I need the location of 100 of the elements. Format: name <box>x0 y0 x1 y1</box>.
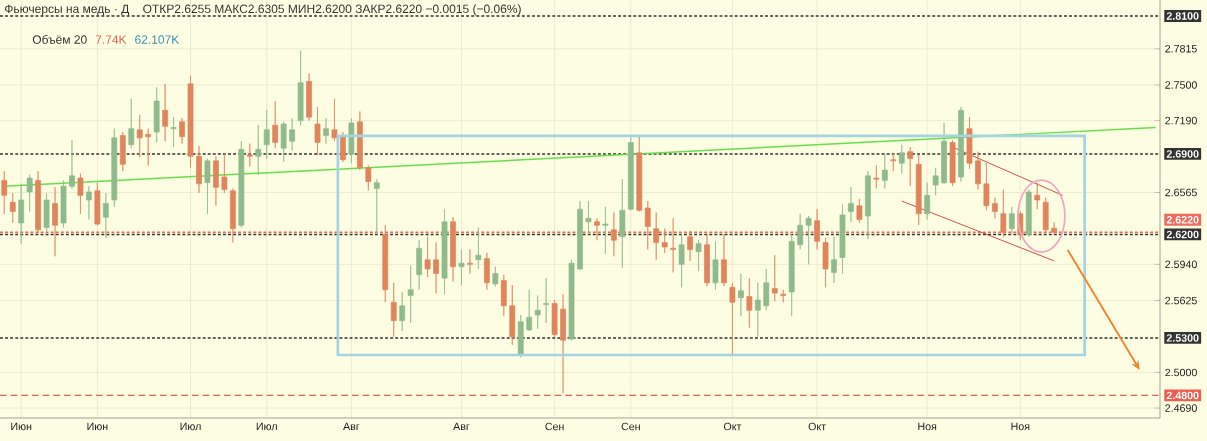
ref-line-label: 2.6220 <box>1166 216 1199 224</box>
y-tick-label: 2.6565 <box>1165 188 1197 197</box>
candlestick <box>560 293 566 394</box>
candlestick <box>881 153 888 189</box>
x-tick-label: Сен <box>545 422 564 431</box>
candlestick <box>932 167 939 196</box>
candlestick <box>577 200 583 271</box>
candlestick <box>788 232 795 317</box>
annotation: Объём 20 <box>32 34 87 44</box>
y-tick-label: 2.4690 <box>1165 404 1197 412</box>
candlestick <box>814 208 820 250</box>
candlestick <box>890 152 897 172</box>
candlestick <box>86 185 92 220</box>
y-tick-label: 2.5000 <box>1165 368 1197 377</box>
candlestick <box>221 153 228 194</box>
candlestick <box>534 295 541 330</box>
candlestick <box>907 146 914 187</box>
candlestick <box>839 204 846 274</box>
candlestick <box>136 114 143 158</box>
candlestick <box>475 227 482 270</box>
candlestick <box>407 265 414 324</box>
ref-line-label: 2.4800 <box>1166 391 1199 400</box>
x-tick-label: Окт <box>723 422 742 431</box>
candlestick <box>382 224 389 303</box>
x-tick-label: Июл <box>180 422 201 431</box>
candlestick <box>1000 189 1007 238</box>
candlestick <box>229 188 236 243</box>
candlestick <box>433 242 439 294</box>
candlestick <box>467 249 473 274</box>
candlestick <box>69 139 75 189</box>
x-tick-label: Июл <box>256 422 277 431</box>
x-tick-label: Июн <box>11 422 32 431</box>
candlestick <box>704 234 710 287</box>
candlestick <box>670 218 677 273</box>
candlestick <box>373 178 380 234</box>
y-tick-label: 2.5940 <box>1165 260 1197 269</box>
y-tick-label: 2.7190 <box>1165 116 1197 125</box>
candlestick <box>949 139 956 187</box>
chart-title: Фьючерсы на медь · Д <box>4 4 130 16</box>
candlestick <box>644 200 651 250</box>
candlestick <box>246 143 253 167</box>
candlestick <box>754 282 761 338</box>
candlestick <box>873 165 880 189</box>
candlestick <box>1 170 8 215</box>
candlestick <box>314 106 321 156</box>
candlestick <box>213 155 219 207</box>
candlestick <box>924 182 931 220</box>
candlestick <box>26 174 33 212</box>
candlestick <box>771 254 778 302</box>
candlestick <box>458 249 465 286</box>
candlestick <box>179 117 185 144</box>
candlestick <box>602 206 609 255</box>
candlestick <box>280 121 287 163</box>
candlestick <box>738 273 744 317</box>
x-tick-label: Сен <box>621 422 640 431</box>
candlestick <box>619 178 626 269</box>
candlestick <box>52 186 58 257</box>
candlestick <box>695 239 702 272</box>
candlestick <box>721 234 727 287</box>
candlestick <box>187 75 194 169</box>
candlestick <box>306 73 312 121</box>
candlestick <box>746 277 753 328</box>
candlestick <box>348 117 355 164</box>
candlestick <box>712 241 719 290</box>
candlestick <box>526 289 533 332</box>
candlestick <box>831 236 837 284</box>
candlestick <box>568 259 575 341</box>
candlestick <box>1025 189 1032 238</box>
candlestick <box>128 98 135 149</box>
candlestick <box>9 192 16 224</box>
candlestick <box>848 186 854 223</box>
candlestick <box>1034 182 1041 210</box>
candlestick <box>102 192 109 239</box>
candlestick <box>119 131 126 172</box>
candlestick <box>992 197 998 219</box>
candlestick <box>416 239 423 290</box>
candlestick <box>77 173 84 215</box>
annotation: 7.74K <box>95 35 127 44</box>
candlestick <box>687 230 693 262</box>
candlestick <box>543 277 550 324</box>
candlestick <box>661 228 668 254</box>
candlestick <box>780 289 787 303</box>
candlestick <box>255 124 262 175</box>
candlestick <box>551 299 558 338</box>
y-tick-label: 2.7815 <box>1165 44 1197 53</box>
candlestick <box>915 154 922 226</box>
x-tick-label: Ноя <box>1011 422 1030 431</box>
chart-subtitle: ОТКР2.6255 МАКС2.6305 МИН2.6200 ЗАКР2.6220 −0.0015 (−0.06%) <box>143 4 521 16</box>
candlestick <box>272 100 279 149</box>
candlestick <box>289 117 295 151</box>
x-tick-label: Июн <box>87 422 108 431</box>
candlestick <box>958 106 964 182</box>
y-tick-label: 2.7500 <box>1165 81 1197 89</box>
candlestick <box>678 234 685 288</box>
y-tick-label: 2.5625 <box>1165 296 1197 305</box>
candlestick <box>204 158 211 215</box>
candlestick <box>822 237 829 288</box>
candlestick <box>517 314 524 358</box>
candlestick <box>450 216 456 282</box>
candlestick <box>865 170 871 240</box>
